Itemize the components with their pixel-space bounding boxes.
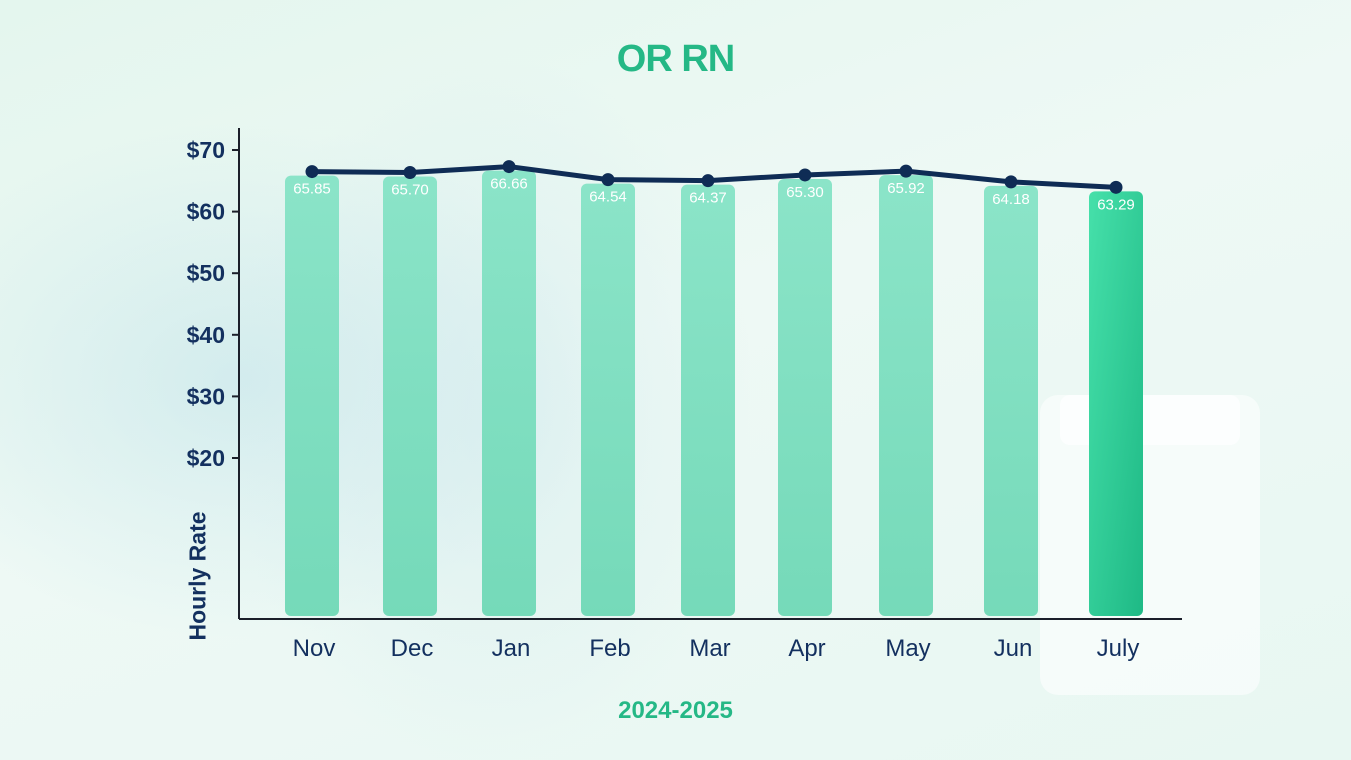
y-ticks-group: $20 $30 $40 $50 $60 $70	[187, 137, 239, 471]
data-label: 65.92	[887, 180, 925, 197]
y-tick-label: $70	[187, 137, 225, 163]
line-point	[601, 173, 615, 187]
data-label: 66.66	[490, 176, 528, 193]
x-axis-label: 2024-2025	[618, 697, 733, 724]
x-tick-label: Jan	[492, 635, 531, 662]
data-label: 64.37	[689, 190, 727, 207]
bar-dec	[383, 176, 437, 616]
bar-july	[1089, 191, 1143, 616]
x-tick-label: Mar	[689, 635, 730, 662]
bar-mar	[681, 184, 735, 617]
bar-nov	[285, 175, 339, 616]
x-tick-label: Jun	[994, 635, 1033, 662]
data-label: 65.85	[293, 181, 331, 198]
line-point	[1109, 180, 1123, 194]
bar-jan	[482, 170, 536, 616]
bar-jun	[984, 185, 1038, 616]
chart-title: OR RN	[616, 38, 735, 80]
x-tick-label: May	[885, 635, 930, 662]
line-point	[1004, 175, 1018, 189]
y-tick-label: $40	[187, 322, 225, 348]
line-point	[899, 164, 913, 178]
y-tick-label: $20	[187, 445, 225, 471]
y-axis-label: Hourly Rate	[184, 511, 211, 641]
data-label: 65.30	[786, 184, 824, 201]
data-label: 65.70	[391, 181, 429, 198]
bar-feb	[581, 183, 635, 616]
y-tick-label: $30	[187, 383, 225, 409]
x-tick-label: Nov	[293, 635, 336, 662]
axes-group	[238, 128, 1182, 620]
line-point	[305, 165, 319, 179]
y-tick-label: $50	[187, 260, 225, 286]
data-label: 64.18	[992, 191, 1030, 208]
line-point	[701, 174, 715, 188]
x-tick-label: Dec	[391, 635, 434, 662]
line-point	[403, 165, 417, 179]
bar-group	[285, 170, 1143, 617]
data-label: 63.29	[1097, 196, 1135, 213]
x-tick-label: Feb	[589, 635, 630, 662]
x-categories-group: Nov Dec Jan Feb Mar Apr May Jun July	[293, 635, 1140, 662]
line-point	[502, 160, 516, 174]
y-tick-label: $60	[187, 199, 225, 225]
line-series-group	[305, 160, 1123, 194]
x-tick-label: July	[1097, 635, 1140, 662]
bar-apr	[778, 178, 832, 616]
bar-may	[879, 175, 933, 616]
line-point	[798, 168, 812, 182]
data-labels-group: 65.85 65.70 66.66 64.54 64.37 65.30 65.92 64.18…	[293, 176, 1135, 214]
data-label: 64.54	[589, 189, 627, 206]
x-tick-label: Apr	[788, 635, 825, 662]
